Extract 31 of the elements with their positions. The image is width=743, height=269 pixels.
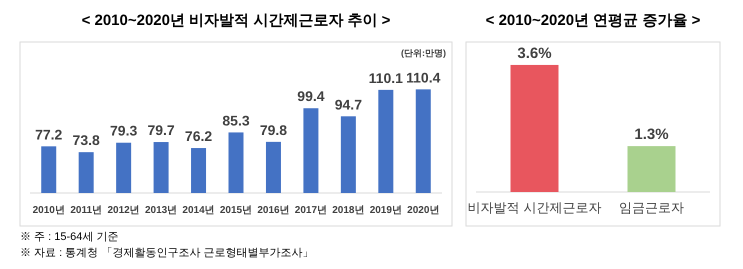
chart-title: < 2010~2020년 비자발적 시간제근로자 추이 > xyxy=(82,12,391,29)
x-tick-label: 2015년 xyxy=(220,205,252,216)
data-label: 110.4 xyxy=(406,69,441,86)
x-tick-label: 2016년 xyxy=(257,205,290,216)
x-tick-label: 2010년 xyxy=(32,205,65,216)
text: ※ 자료 : 통계청 「경제활동인구조사 근로형태별부가조사」 xyxy=(20,247,314,259)
chart-title: < 2010~2020년 연평균 증가율 > xyxy=(486,12,701,29)
data-label: 73.8 xyxy=(72,132,100,148)
x-tick-label: 2011년 xyxy=(70,205,102,216)
data-label: 85.3 xyxy=(222,112,250,128)
x-tick-label: 임금근로자 xyxy=(619,200,684,215)
text: ※ 주 : 15-64세 기준 xyxy=(20,231,118,243)
data-label: 94.7 xyxy=(334,96,362,112)
x-tick-label: 2014년 xyxy=(182,205,215,216)
data-label: 76.2 xyxy=(184,128,212,144)
data-label: 79.7 xyxy=(147,122,175,138)
data-label: 1.3% xyxy=(634,126,669,144)
data-label: 3.6% xyxy=(517,44,552,62)
x-tick-label: 2018년 xyxy=(332,205,364,216)
x-tick-label: 2013년 xyxy=(144,205,178,216)
x-tick-label: 2019년 xyxy=(370,205,402,216)
data-label: 99.4 xyxy=(297,88,325,104)
x-tick-label: 2017년 xyxy=(294,205,328,216)
x-tick-label: 2020년 xyxy=(407,205,440,216)
x-tick-label: 2012년 xyxy=(108,205,140,216)
data-label: 79.8 xyxy=(260,122,288,138)
x-tick-label: 비자발적 시간제근로자 xyxy=(468,200,602,215)
data-label: 110.1 xyxy=(368,70,404,86)
data-label: 79.3 xyxy=(110,122,138,139)
annotation: (단위:만명) xyxy=(401,48,446,58)
data-label: 77.2 xyxy=(35,126,63,142)
